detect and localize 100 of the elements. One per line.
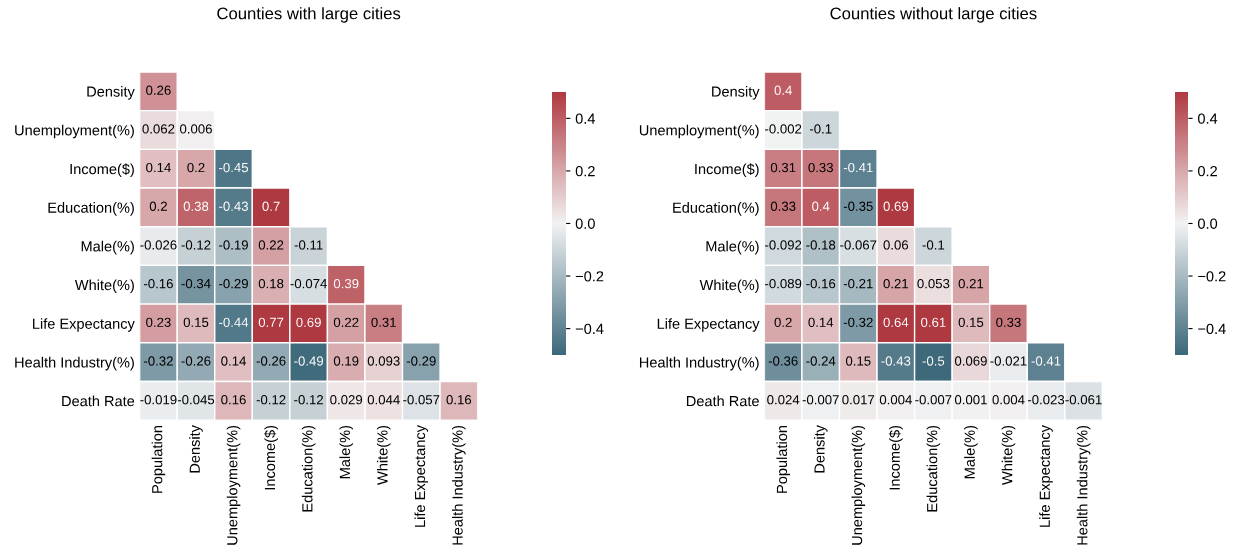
color-bar-label: 0.2 [1197, 166, 1217, 177]
data-label: -0.21 [843, 278, 873, 289]
x-tick-label: Male(%) [339, 425, 353, 479]
y-tick-label: Education(%) [673, 202, 759, 216]
data-label: -0.18 [806, 240, 836, 250]
data-label: -0.32 [843, 317, 873, 327]
data-label: 0.001 [954, 395, 987, 405]
data-label: 0.024 [767, 395, 800, 405]
data-label: 0.15 [958, 317, 984, 327]
data-label: 0.21 [883, 278, 909, 289]
data-label: 0.33 [808, 162, 833, 173]
data-label: -0.061 [1065, 395, 1102, 405]
x-tick-label: Unemployment(%) [851, 425, 866, 545]
y-tick-label: Life Expectancy [657, 318, 760, 332]
x-tick-label: Male(%) [964, 425, 978, 479]
data-label: -0.29 [406, 356, 436, 366]
data-label: -0.12 [294, 395, 324, 405]
x-tick-label: Unemployment(%) [226, 425, 241, 545]
x-tick-label: Density [189, 425, 203, 473]
color-bar-label: 0.4 [575, 113, 596, 124]
data-label: 0.006 [179, 124, 212, 134]
y-tick-label: Health Industry(%) [15, 356, 134, 371]
chart-title: Counties without large cities [830, 7, 1037, 23]
data-label: -0.34 [181, 278, 211, 289]
x-tick-label: White(%) [1001, 425, 1016, 485]
data-label: -0.021 [990, 356, 1027, 366]
data-label: -0.36 [768, 356, 798, 366]
color-bar-label: −0.4 [575, 323, 604, 335]
data-label: -0.1 [809, 124, 832, 134]
data-label: -0.41 [1031, 356, 1061, 366]
data-label: 0.16 [221, 395, 246, 405]
x-tick-label: Health Industry(%) [1076, 425, 1091, 545]
data-label: 0.31 [371, 317, 396, 327]
data-label: -0.12 [181, 240, 211, 250]
data-label: -0.057 [403, 395, 440, 405]
y-tick-label: Income($) [695, 163, 759, 178]
x-tick-label: Education(%) [301, 425, 316, 512]
data-label: 0.14 [221, 356, 246, 366]
y-tick-label: Death Rate [62, 395, 135, 407]
data-label: 0.16 [446, 395, 472, 405]
data-label: 0.21 [958, 278, 984, 289]
data-label: 0.38 [183, 201, 209, 211]
x-tick-label: Income($) [264, 425, 278, 490]
data-label: 0.22 [258, 240, 284, 250]
data-label: 0.69 [883, 201, 909, 211]
data-label: 0.19 [333, 356, 359, 366]
data-label: -0.007 [915, 395, 952, 405]
y-tick-label: White(%) [74, 279, 134, 294]
y-tick-label: Male(%) [706, 240, 759, 255]
data-label: 0.14 [146, 162, 171, 173]
data-label: 0.06 [883, 240, 909, 250]
data-label: -0.092 [765, 240, 802, 250]
y-tick-label: White(%) [699, 279, 759, 294]
data-label: -0.5 [922, 356, 945, 366]
y-tick-label: Unemployment(%) [639, 124, 759, 139]
data-label: -0.089 [765, 278, 802, 289]
data-label: -0.24 [806, 356, 836, 366]
data-label: -0.019 [140, 395, 177, 405]
data-label: 0.093 [367, 356, 400, 366]
data-label: -0.002 [765, 124, 802, 134]
data-label: 0.029 [330, 395, 363, 405]
y-tick-label: Density [87, 86, 135, 100]
data-label: 0.4 [774, 85, 792, 95]
y-tick-label: Male(%) [81, 240, 134, 255]
data-label: -0.11 [294, 240, 323, 250]
y-tick-label: Health Industry(%) [639, 356, 759, 371]
data-label: -0.41 [843, 162, 873, 173]
color-bar-label: 0.0 [575, 218, 595, 229]
data-label: 0.18 [258, 278, 284, 289]
x-tick-label: Density [813, 425, 828, 473]
y-tick-label: Density [712, 86, 760, 100]
data-label: -0.44 [219, 317, 249, 327]
data-label: -0.12 [256, 395, 286, 405]
data-label: 0.004 [992, 395, 1025, 405]
data-label: 0.2 [149, 201, 167, 211]
data-label: 0.26 [146, 85, 171, 95]
data-label: -0.026 [140, 240, 177, 250]
data-label: -0.29 [219, 278, 248, 289]
data-label: -0.16 [143, 278, 173, 289]
data-label: 0.053 [917, 278, 950, 289]
x-tick-label: Education(%) [926, 425, 941, 512]
x-tick-label: Life Expectancy [1039, 425, 1053, 527]
data-label: 0.069 [954, 356, 987, 366]
data-label: -0.067 [840, 240, 877, 250]
data-label: 0.15 [845, 356, 871, 366]
data-label: 0.31 [770, 162, 796, 173]
data-label: 0.14 [808, 317, 834, 327]
data-label: 0.004 [879, 395, 912, 405]
x-tick-label: Population [151, 425, 166, 493]
data-label: -0.023 [1027, 395, 1065, 405]
x-tick-label: Health Industry(%) [452, 425, 466, 545]
data-label: 0.2 [187, 162, 205, 173]
data-label: -0.26 [181, 356, 211, 366]
data-label: 0.33 [996, 317, 1021, 327]
x-tick-label: Population [776, 425, 790, 493]
data-label: 0.7 [262, 201, 280, 211]
color-bar-label: −0.4 [1198, 323, 1226, 335]
data-label: -0.074 [290, 278, 327, 289]
data-label: -0.045 [177, 395, 215, 405]
data-label: 0.33 [770, 201, 796, 211]
